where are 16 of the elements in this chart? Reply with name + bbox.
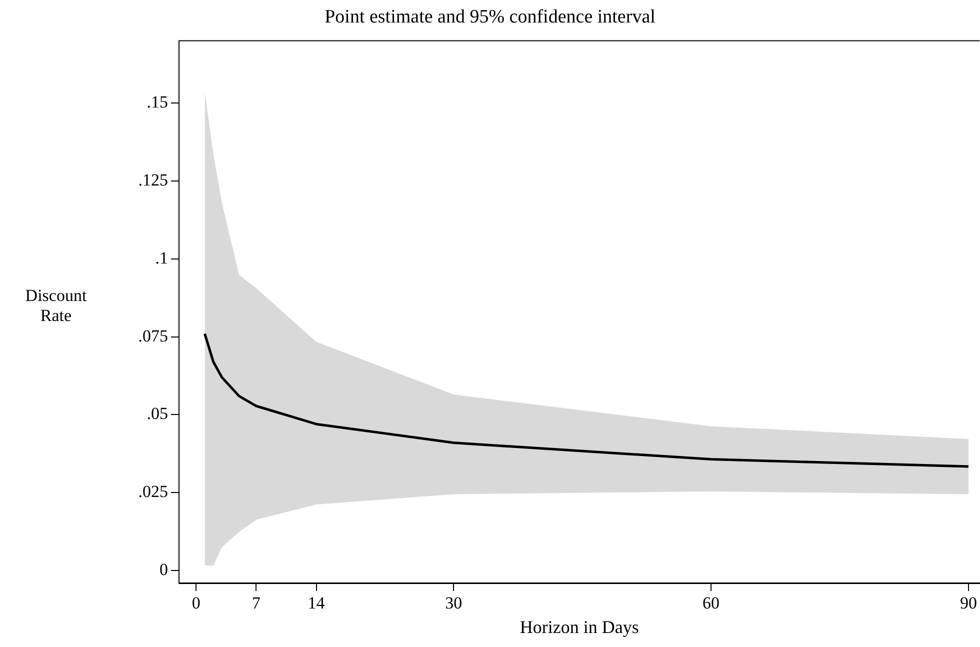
x-tick-label: 60: [702, 594, 720, 613]
x-tick-label: 30: [445, 594, 462, 613]
x-tick-label: 14: [308, 594, 326, 613]
x-tick-label: 90: [960, 594, 977, 613]
y-tick-label: .125: [138, 170, 168, 190]
y-tick-label: .15: [146, 92, 168, 112]
x-axis-title: Horizon in Days: [520, 616, 639, 637]
x-tick-label: 7: [252, 594, 261, 613]
y-tick-label: 0: [160, 560, 168, 580]
y-tick-label: .075: [138, 326, 168, 346]
y-axis-title: Discount Rate: [24, 286, 88, 326]
y-tick-label: .05: [146, 404, 168, 424]
y-tick-label: .1: [155, 248, 168, 268]
chart-title: Point estimate and 95% confidence interval: [324, 6, 656, 28]
y-tick-label: .025: [138, 482, 168, 502]
x-tick-label: 0: [192, 594, 200, 613]
